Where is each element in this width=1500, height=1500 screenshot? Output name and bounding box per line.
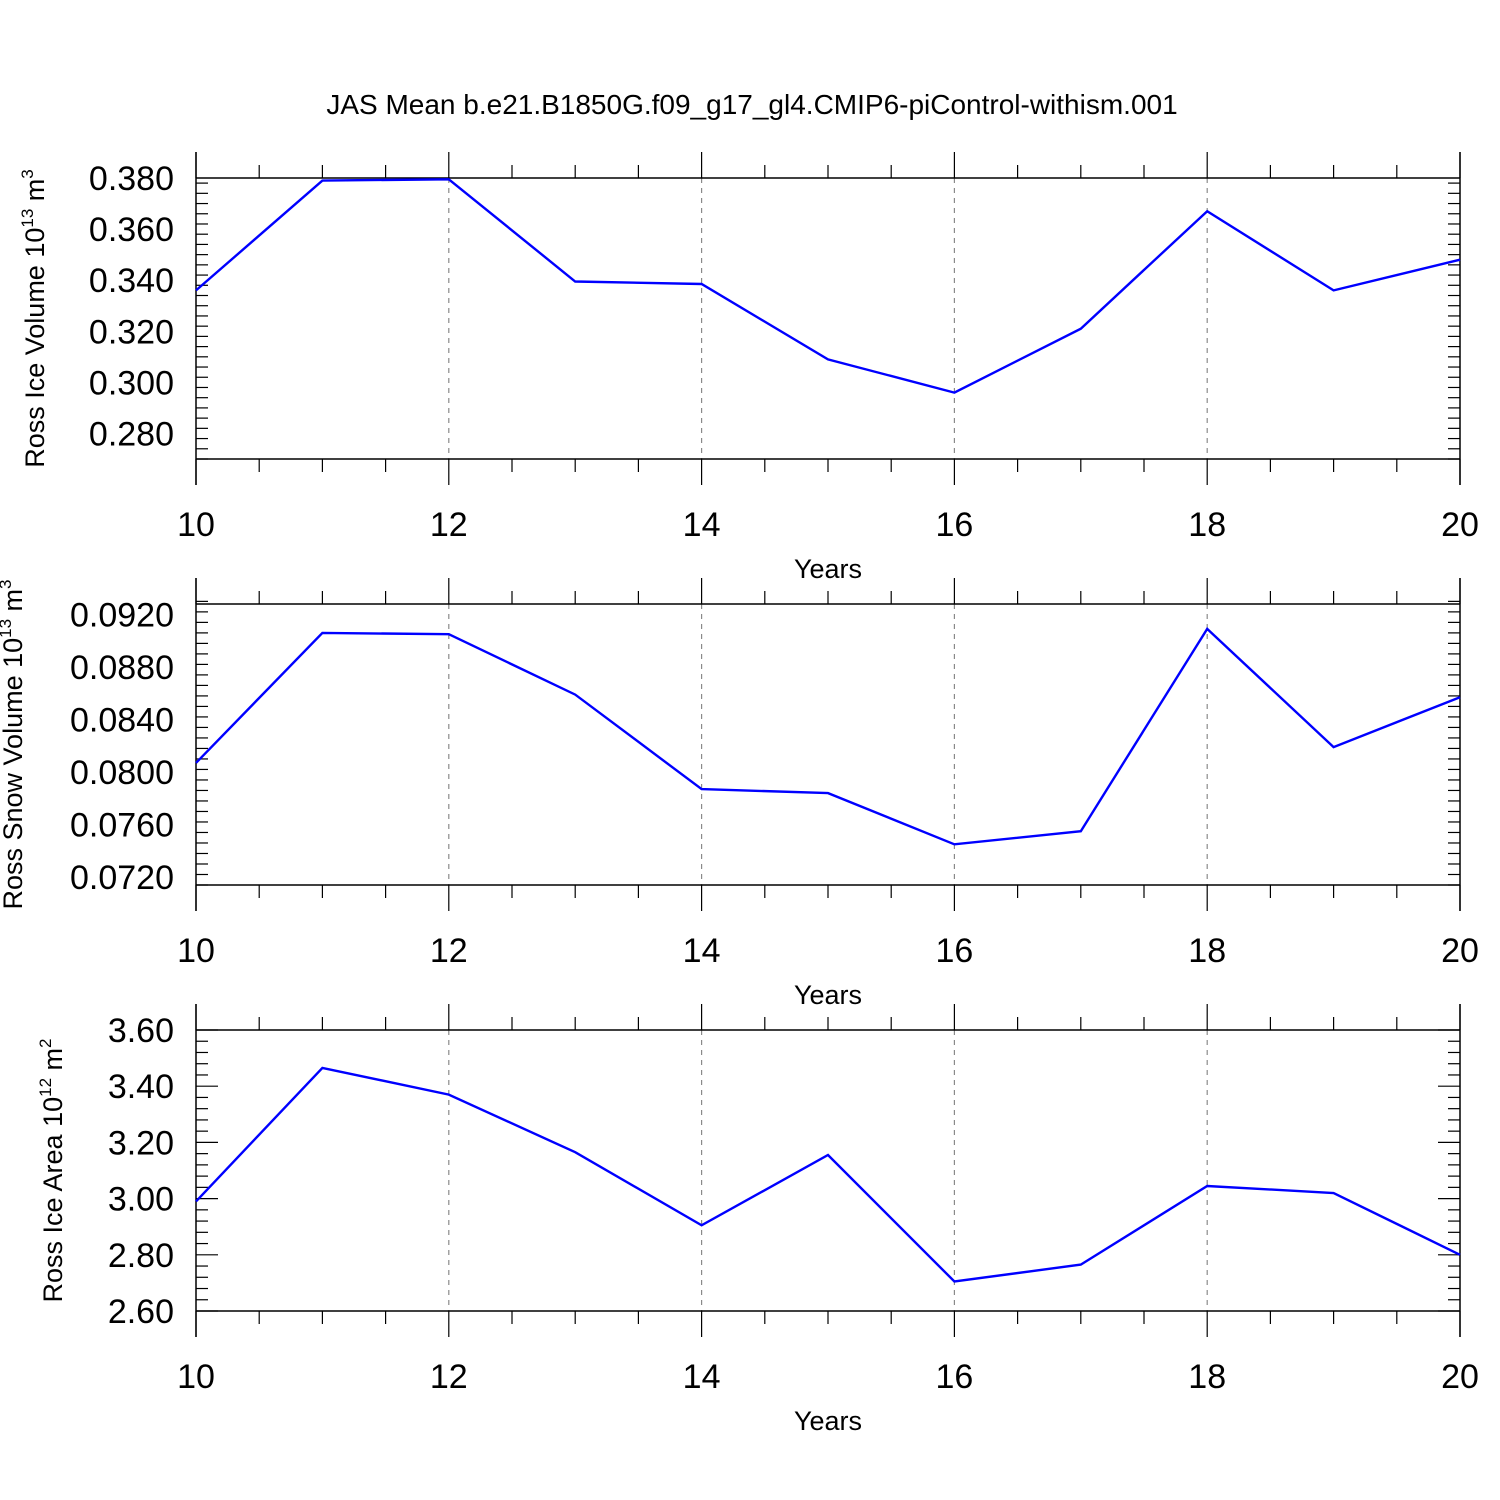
y-tick-label: 0.340 bbox=[89, 262, 174, 300]
x-tick-label: 18 bbox=[1188, 932, 1226, 970]
x-tick-label: 10 bbox=[177, 1358, 215, 1396]
series-line-2 bbox=[195, 627, 1461, 846]
y-tick-label: 0.0880 bbox=[70, 649, 174, 687]
x-tick-label: 20 bbox=[1441, 1358, 1479, 1396]
y-tick-label: 0.0760 bbox=[70, 807, 174, 845]
x-tick-label: 20 bbox=[1441, 506, 1479, 544]
x-axis-title: Years bbox=[794, 1406, 862, 1436]
y-axis-title: Ross Snow Volume 1013 m3 bbox=[0, 579, 28, 909]
x-tick-label: 12 bbox=[430, 932, 468, 970]
y-tick-label: 0.0840 bbox=[70, 702, 174, 740]
x-tick-label: 16 bbox=[935, 506, 973, 544]
x-tick-label: 20 bbox=[1441, 932, 1479, 970]
x-tick-label: 16 bbox=[935, 1358, 973, 1396]
x-tick-label: 10 bbox=[177, 932, 215, 970]
y-tick-label: 2.80 bbox=[108, 1237, 174, 1275]
x-tick-label: 14 bbox=[683, 1358, 721, 1396]
x-tick-label: 12 bbox=[430, 1358, 468, 1396]
x-tick-label: 12 bbox=[430, 506, 468, 544]
y-tick-label: 0.0800 bbox=[70, 754, 174, 792]
panel-1: 10 12 14 16 18 20 0.280 0.300 0.320 0.340 0.360 0.3… bbox=[18, 152, 1479, 584]
y-tick-label: 3.20 bbox=[108, 1124, 174, 1162]
y-tick-label: 0.280 bbox=[89, 415, 174, 453]
y-tick-label: 0.320 bbox=[89, 313, 174, 351]
panel-2: 10 12 14 16 18 20 0.0720 0.0760 0.0800 0.0840 0.08… bbox=[0, 578, 1479, 1010]
y-tick-label: 0.360 bbox=[89, 211, 174, 249]
x-tick-label: 10 bbox=[177, 506, 215, 544]
series-line-1 bbox=[195, 178, 1461, 394]
x-axis-title: Years bbox=[794, 980, 862, 1010]
y-tick-label: 3.00 bbox=[108, 1181, 174, 1219]
y-tick-label: 0.0720 bbox=[70, 859, 174, 897]
x-tick-label: 16 bbox=[935, 932, 973, 970]
x-tick-label: 14 bbox=[683, 932, 721, 970]
y-axis-title: Ross Ice Area 1012 m2 bbox=[36, 1038, 68, 1302]
y-tick-label: 0.380 bbox=[89, 160, 174, 198]
y-tick-label: 3.40 bbox=[108, 1068, 174, 1106]
y-tick-label: 2.60 bbox=[108, 1293, 174, 1331]
y-tick-label: 0.0920 bbox=[70, 597, 174, 635]
panel-3: 10 12 14 16 18 20 2.60 2.80 3.00 3.20 3.40 3.60 Year… bbox=[36, 1004, 1479, 1436]
x-tick-label: 18 bbox=[1188, 506, 1226, 544]
x-axis-title: Years bbox=[794, 554, 862, 584]
series-line-3 bbox=[195, 1066, 1461, 1283]
x-tick-label: 14 bbox=[683, 506, 721, 544]
y-axis-title: Ross Ice Volume 1013 m3 bbox=[18, 169, 50, 468]
chart-title: JAS Mean b.e21.B1850G.f09_g17_gl4.CMIP6-… bbox=[326, 89, 1177, 120]
y-tick-label: 0.300 bbox=[89, 364, 174, 402]
y-tick-label: 3.60 bbox=[108, 1012, 174, 1050]
x-tick-label: 18 bbox=[1188, 1358, 1226, 1396]
